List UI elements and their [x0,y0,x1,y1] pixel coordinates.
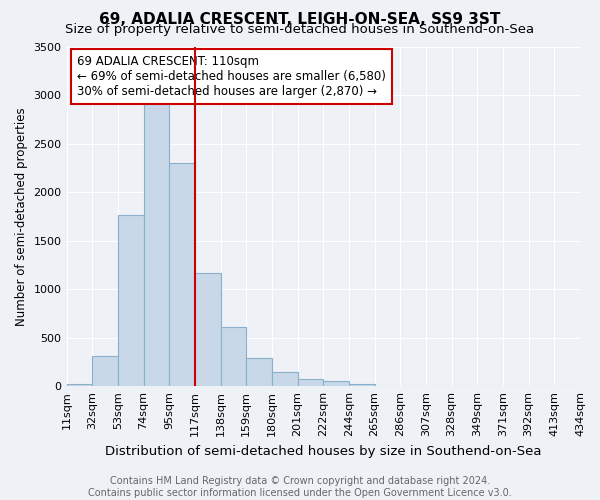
Bar [143,103,169,386]
Bar [349,384,374,386]
Text: 69, ADALIA CRESCENT, LEIGH-ON-SEA, SS9 3ST: 69, ADALIA CRESCENT, LEIGH-ON-SEA, SS9 3… [100,12,500,28]
Bar [323,381,349,386]
Bar [272,372,298,386]
Bar [92,356,118,386]
Bar [67,384,92,386]
Text: Size of property relative to semi-detached houses in Southend-on-Sea: Size of property relative to semi-detach… [65,22,535,36]
Bar [221,327,246,386]
Bar [246,358,272,386]
Bar [118,216,143,386]
Bar [169,163,195,386]
Y-axis label: Number of semi-detached properties: Number of semi-detached properties [15,107,28,326]
Text: Contains HM Land Registry data © Crown copyright and database right 2024.
Contai: Contains HM Land Registry data © Crown c… [88,476,512,498]
Bar [298,379,323,386]
X-axis label: Distribution of semi-detached houses by size in Southend-on-Sea: Distribution of semi-detached houses by … [105,444,542,458]
Bar [195,272,221,386]
Text: 69 ADALIA CRESCENT: 110sqm
← 69% of semi-detached houses are smaller (6,580)
30%: 69 ADALIA CRESCENT: 110sqm ← 69% of semi… [77,55,386,98]
